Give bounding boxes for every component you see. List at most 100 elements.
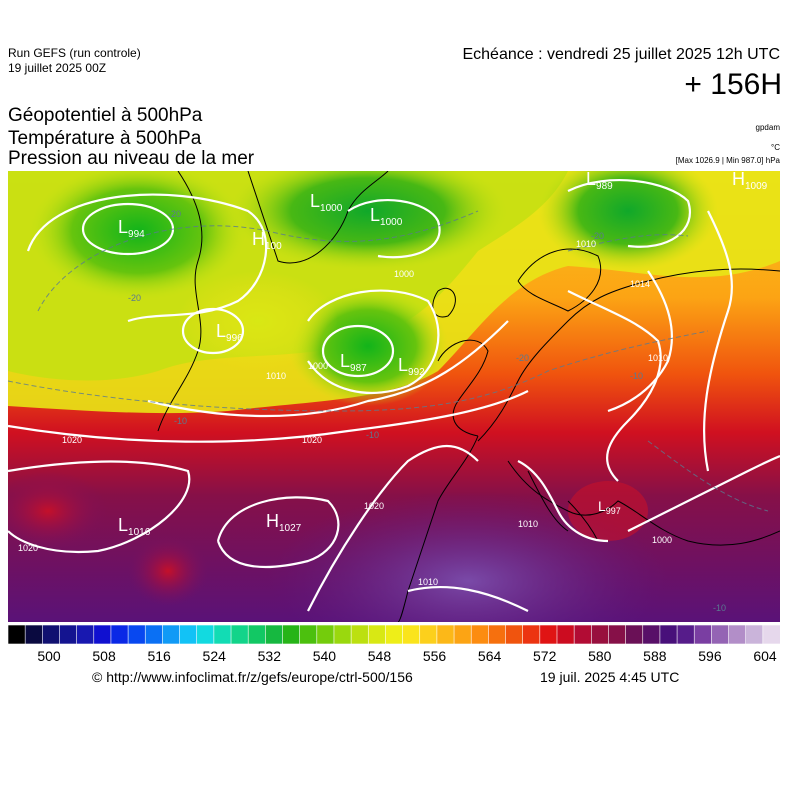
color-scale-swatch: [556, 624, 575, 645]
valid-time: Echéance : vendredi 25 juillet 2025 12h …: [462, 46, 780, 63]
svg-text:1010: 1010: [518, 519, 538, 529]
color-scale-swatch: [745, 624, 764, 645]
color-scale-tick-label: 556: [422, 648, 447, 664]
color-scale-swatch: [162, 624, 181, 645]
color-scale-swatch: [299, 624, 318, 645]
color-scale-ticks: 500 508 516 524 532 540 548 556 564 572 580 588 596 6…: [0, 648, 788, 668]
title-temperature: Température à 500hPa: [8, 128, 202, 149]
svg-text:1010: 1010: [266, 371, 286, 381]
svg-text:1010: 1010: [576, 239, 596, 249]
isotherms: [8, 210, 769, 512]
color-scale-swatch: [505, 624, 524, 645]
svg-text:1000: 1000: [308, 361, 328, 371]
color-scale-tick-label: 524: [202, 648, 226, 664]
title-geopotential: Géopotentiel à 500hPa: [8, 105, 203, 126]
color-scale-swatch: [24, 624, 43, 645]
svg-text:1000: 1000: [394, 269, 414, 279]
color-scale-swatch: [385, 624, 404, 645]
color-scale-swatch: [522, 624, 541, 645]
color-scale-swatch: [436, 624, 455, 645]
color-scale-tick-label: 516: [147, 648, 171, 664]
title-pressure: Pression au niveau de la mer: [8, 148, 255, 169]
color-scale-swatch: [711, 624, 730, 645]
color-scale-swatch: [42, 624, 61, 645]
color-scale-swatch: [625, 624, 644, 645]
color-scale-swatch: [762, 624, 781, 645]
color-scale-swatch: [676, 624, 695, 645]
isobars: [8, 179, 780, 612]
color-scale-swatch: [179, 624, 198, 645]
svg-text:1000: 1000: [652, 535, 672, 545]
run-date: 19 juillet 2025 00Z: [8, 61, 107, 75]
color-scale-swatch: [453, 624, 472, 645]
svg-text:-10: -10: [630, 371, 643, 381]
color-scale-swatch: [196, 624, 215, 645]
color-scale-svg: [7, 624, 781, 645]
color-scale-tick-label: 596: [698, 648, 722, 664]
color-scale-swatch: [350, 624, 369, 645]
svg-text:-20: -20: [168, 209, 181, 219]
color-scale-swatch: [144, 624, 164, 645]
color-scale-swatch: [59, 624, 78, 645]
trough-greenland: [28, 171, 248, 301]
isotherm-labels: -20 -20 -20 -20 -10 -10 -10 -10: [128, 209, 726, 613]
isobar-labels: 1010 1000 1014 1010 1010 1000 1020 1020 …: [18, 239, 672, 587]
svg-text:-20: -20: [591, 231, 604, 241]
svg-text:-20: -20: [516, 353, 529, 363]
coastlines: [157, 171, 780, 622]
svg-text:1014: 1014: [630, 279, 650, 289]
lead-time: + 156H: [684, 68, 782, 101]
svg-text:1020: 1020: [302, 435, 322, 445]
generation-time: 19 juil. 2025 4:45 UTC: [540, 669, 680, 685]
trough-arctic: [538, 171, 718, 271]
color-scale-swatch: [230, 624, 249, 645]
color-scale-tick-label: 580: [588, 648, 612, 664]
color-scale-tick-label: 572: [533, 648, 557, 664]
svg-text:1020: 1020: [364, 501, 384, 511]
color-scale-swatch: [728, 624, 747, 645]
weather-map: L994 L1000 L1000 L989 H1009 H100 L996 L9…: [8, 171, 780, 622]
color-scale-swatch: [642, 624, 661, 645]
color-scale-swatch: [608, 624, 627, 645]
svg-text:-20: -20: [128, 293, 141, 303]
color-scale-tick-label: 540: [312, 648, 337, 664]
color-scale-swatch: [659, 624, 678, 645]
color-scale-swatch: [488, 624, 507, 645]
color-scale-tick-label: 508: [92, 648, 116, 664]
run-name: Run GEFS (run controle): [8, 46, 141, 60]
color-scale-tick-label: 500: [37, 648, 61, 664]
color-scale-swatch: [539, 624, 558, 645]
color-scale-swatch: [316, 624, 335, 645]
color-scale-swatch: [333, 624, 352, 645]
color-scale-tick-label: 604: [753, 648, 777, 664]
color-scale-swatch: [282, 624, 301, 645]
color-scale-swatch: [7, 624, 26, 645]
color-scale-swatch: [127, 624, 146, 645]
color-scale-swatch: [590, 624, 610, 645]
color-scale-tick-label: 532: [257, 648, 281, 664]
color-scale-swatch: [93, 624, 112, 645]
color-scale-swatch: [367, 624, 387, 645]
color-scale-swatch: [419, 624, 438, 645]
source-credit: © http://www.infoclimat.fr/z/gefs/europe…: [92, 669, 413, 685]
svg-text:-10: -10: [713, 603, 726, 613]
color-scale-swatch: [247, 624, 266, 645]
svg-text:1020: 1020: [62, 435, 82, 445]
trough-iceland: [228, 171, 508, 271]
svg-text:-10: -10: [366, 430, 379, 440]
color-scale-swatch: [402, 624, 421, 645]
color-scale-swatch: [110, 624, 129, 645]
svg-text:1010: 1010: [418, 577, 438, 587]
color-scale-swatch: [573, 624, 592, 645]
color-scale-swatch: [470, 624, 489, 645]
color-scale-swatch: [213, 624, 232, 645]
unit-temperature: °C: [771, 143, 780, 152]
unit-pressure-range: [Max 1026.9 | Min 987.0] hPa: [675, 156, 780, 165]
unit-geopotential: gpdam: [755, 123, 780, 132]
color-scale-tick-label: 548: [367, 648, 392, 664]
color-scale-bar: [7, 624, 781, 645]
color-scale-tick-label: 564: [477, 648, 502, 664]
svg-text:1020: 1020: [18, 543, 38, 553]
color-scale-tick-label: 588: [643, 648, 667, 664]
color-scale-swatch: [265, 624, 284, 645]
